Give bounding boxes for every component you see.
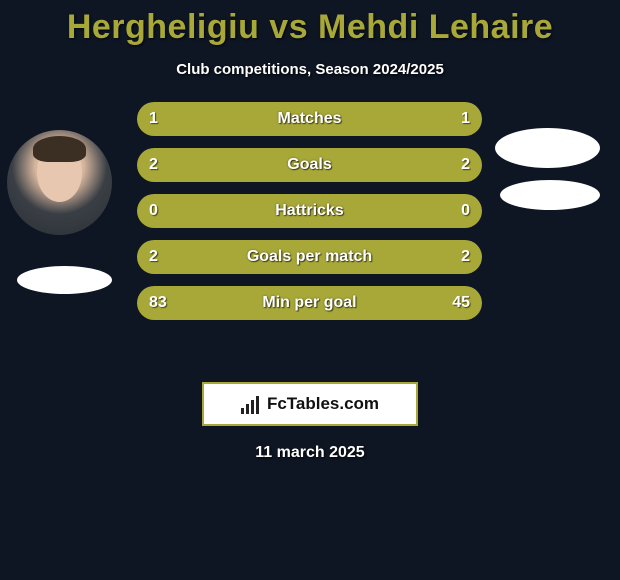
subtitle: Club competitions, Season 2024/2025 [0, 61, 620, 78]
branding-text: FcTables.com [267, 394, 379, 414]
player-left-avatar [7, 130, 112, 235]
stat-right-value: 1 [461, 102, 470, 136]
stat-left-value: 1 [149, 102, 158, 136]
comparison-card: Hergheligiu vs Mehdi Lehaire Club compet… [0, 0, 620, 462]
stat-label: Goals [287, 156, 331, 174]
player-right-flag [500, 180, 600, 210]
stat-row-matches: 1 Matches 1 [137, 102, 482, 136]
player-left-flag [17, 266, 112, 294]
stat-right-value: 45 [452, 286, 470, 320]
page-title: Hergheligiu vs Mehdi Lehaire [0, 0, 620, 47]
stat-left-value: 2 [149, 148, 158, 182]
stats-bars: 1 Matches 1 2 Goals 2 0 Hattricks 0 2 Go… [137, 102, 482, 332]
stat-label: Min per goal [262, 294, 356, 312]
stat-left-value: 2 [149, 240, 158, 274]
stat-left-value: 0 [149, 194, 158, 228]
stat-row-goals-per-match: 2 Goals per match 2 [137, 240, 482, 274]
date-label: 11 march 2025 [0, 444, 620, 462]
stat-left-value: 83 [149, 286, 167, 320]
branding-badge: FcTables.com [202, 382, 418, 426]
stat-row-min-per-goal: 83 Min per goal 45 [137, 286, 482, 320]
stat-right-value: 2 [461, 240, 470, 274]
stat-label: Matches [277, 110, 341, 128]
content-area: 1 Matches 1 2 Goals 2 0 Hattricks 0 2 Go… [0, 106, 620, 366]
stat-right-value: 0 [461, 194, 470, 228]
stat-label: Hattricks [275, 202, 343, 220]
stat-row-hattricks: 0 Hattricks 0 [137, 194, 482, 228]
stat-row-goals: 2 Goals 2 [137, 148, 482, 182]
player-right-avatar [495, 128, 600, 168]
stat-right-value: 2 [461, 148, 470, 182]
stat-label: Goals per match [247, 248, 372, 266]
chart-icon [241, 394, 261, 414]
